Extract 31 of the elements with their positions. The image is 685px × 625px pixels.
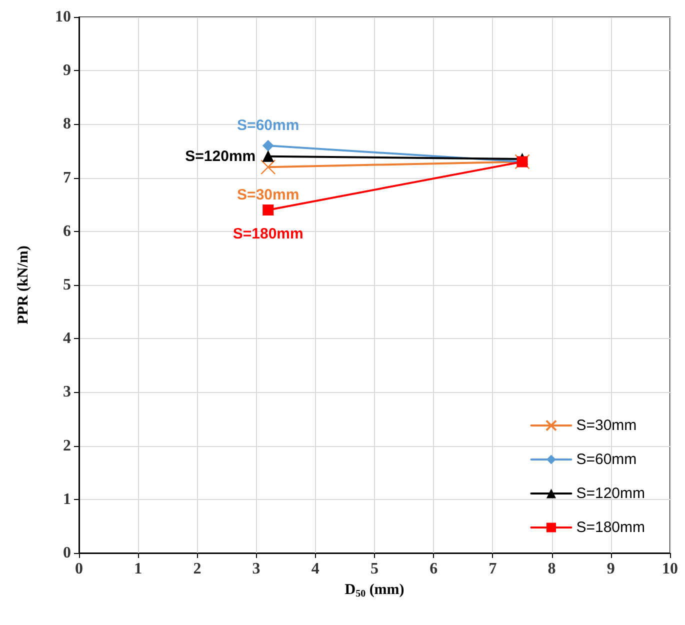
y-tick-label: 7 bbox=[63, 169, 71, 186]
y-tick-label: 3 bbox=[63, 384, 71, 401]
legend-label: S=180mm bbox=[576, 519, 646, 536]
x-tick-label: 8 bbox=[548, 560, 556, 578]
y-tick-label: 5 bbox=[63, 276, 71, 294]
x-tick-label: 0 bbox=[75, 560, 83, 578]
x-tick-label: 5 bbox=[370, 560, 378, 578]
y-tick-label: 9 bbox=[63, 62, 71, 80]
x-tick-label: 6 bbox=[430, 560, 438, 578]
y-tick-label: 4 bbox=[63, 330, 71, 348]
legend-label: S=30mm bbox=[576, 417, 637, 434]
y-tick-label: 2 bbox=[63, 437, 71, 454]
y-tick-label: 0 bbox=[63, 544, 71, 562]
text: S=180mm bbox=[232, 225, 304, 242]
x-tick-label: 7 bbox=[488, 560, 497, 578]
x-tick-label: 4 bbox=[311, 560, 320, 578]
text: S=120mm bbox=[185, 148, 256, 165]
legend-label: S=120mm bbox=[576, 485, 646, 502]
y-tick-label: 1 bbox=[63, 490, 71, 508]
y-tick-label: 6 bbox=[63, 222, 71, 240]
x-tick-label: 1 bbox=[134, 560, 142, 578]
text: S=60mm bbox=[237, 117, 300, 134]
x-tick-label: 3 bbox=[252, 560, 260, 578]
y-tick-label: 8 bbox=[63, 116, 71, 133]
text: S=30mm bbox=[237, 186, 300, 204]
x-tick-label: 9 bbox=[606, 560, 615, 578]
y-axis-title: PPR (kN/m) bbox=[16, 246, 32, 324]
legend-label: S=60mm bbox=[576, 451, 637, 468]
x-tick-label: 2 bbox=[193, 560, 202, 578]
x-tick-label: 10 bbox=[662, 560, 678, 578]
y-tick-label: 10 bbox=[55, 8, 71, 26]
